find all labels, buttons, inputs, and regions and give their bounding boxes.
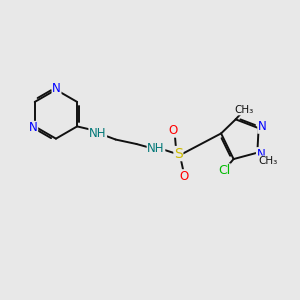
Text: O: O bbox=[180, 170, 189, 183]
Text: NH: NH bbox=[89, 127, 106, 140]
Text: N: N bbox=[258, 120, 267, 133]
Text: N: N bbox=[52, 82, 61, 95]
Text: N: N bbox=[29, 122, 38, 134]
Text: N: N bbox=[256, 148, 265, 161]
Text: CH₃: CH₃ bbox=[258, 156, 278, 166]
Text: NH: NH bbox=[147, 142, 165, 155]
Text: S: S bbox=[174, 147, 183, 160]
Text: Cl: Cl bbox=[218, 164, 230, 177]
Text: CH₃: CH₃ bbox=[234, 105, 254, 115]
Text: O: O bbox=[169, 124, 178, 137]
